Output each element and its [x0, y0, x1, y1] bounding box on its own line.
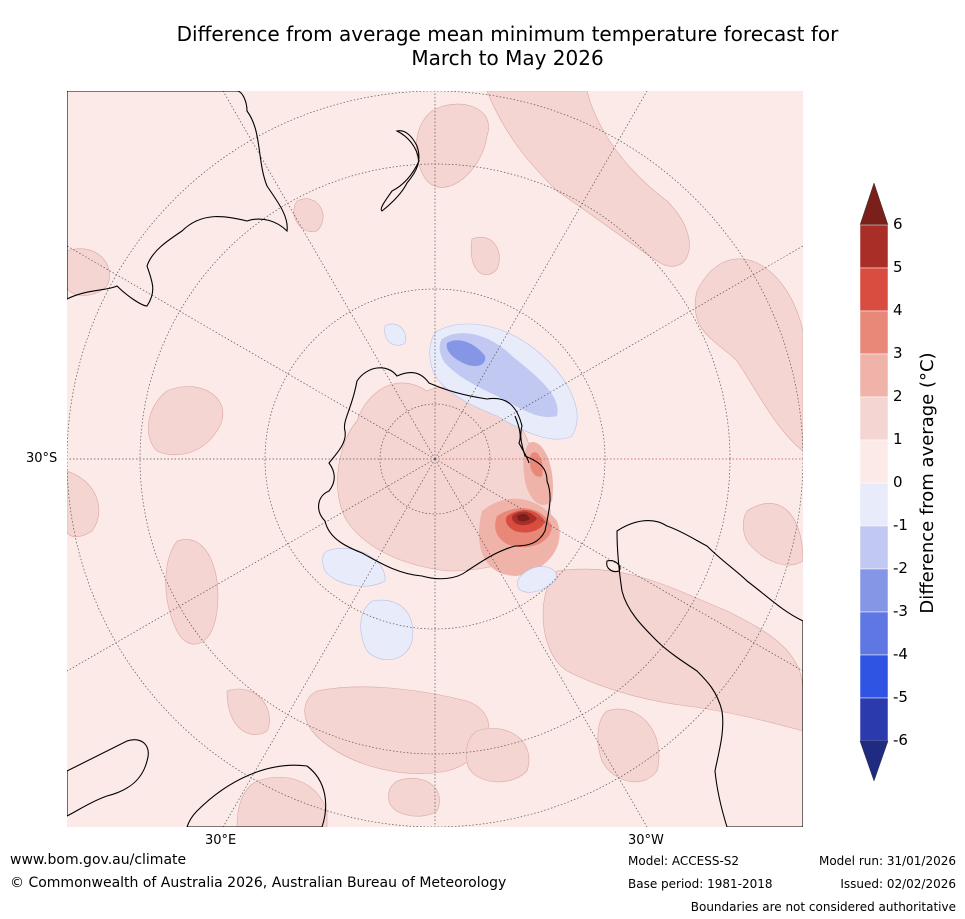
colorbar-extend-high: [859, 182, 889, 226]
colorbar-segment: [859, 568, 889, 613]
colorbar-segment: [859, 482, 889, 527]
anomaly-weddell-warm: [478, 441, 560, 576]
cbar-tick-label: 0: [893, 473, 903, 491]
graticule: [67, 91, 803, 827]
colorbar-segment: [859, 267, 889, 312]
colorbar-extend-low: [859, 740, 889, 782]
cbar-tick-label: 6: [893, 215, 903, 233]
cbar-tick-label: -3: [893, 602, 908, 620]
chart-title: Difference from average mean minimum tem…: [60, 22, 955, 70]
colorbar-segment: [859, 611, 889, 656]
colorbar-segment: [859, 525, 889, 570]
polar-map: [67, 91, 803, 827]
cbar-tick-label: 1: [893, 430, 903, 448]
colorbar-segment: [859, 697, 889, 742]
title-line-1: Difference from average mean minimum tem…: [176, 22, 839, 46]
cbar-tick-label: 3: [893, 344, 903, 362]
footer-model: Model: ACCESS-S2: [628, 854, 740, 868]
colorbar-segment: [859, 439, 889, 484]
colorbar-segment: [859, 396, 889, 441]
lon-label-30w: 30°W: [628, 833, 664, 848]
coast-africa: [67, 739, 149, 817]
cbar-tick-label: 4: [893, 301, 903, 319]
cbar-tick-label: 5: [893, 258, 903, 276]
coast-antarctica: [318, 367, 551, 580]
coast-australia: [67, 91, 288, 307]
coast-south-america: [616, 520, 803, 827]
lat-label-30s: 30°S: [26, 451, 58, 466]
footer-url[interactable]: www.bom.gov.au/climate: [10, 852, 187, 868]
colorbar-segment: [859, 654, 889, 699]
cbar-tick-label: -2: [893, 559, 908, 577]
lon-label-30e: 30°E: [205, 833, 237, 848]
colorbar-segment: [859, 353, 889, 398]
coastlines: [67, 91, 803, 827]
cbar-tick-label: -4: [893, 645, 908, 663]
coast-antarctic-peninsula: [514, 415, 530, 464]
cbar-tick-label: 2: [893, 387, 903, 405]
footer-base-period: Base period: 1981-2018: [628, 877, 773, 891]
footer-copyright: © Commonwealth of Australia 2026, Austra…: [10, 875, 507, 891]
coast-madagascar-africa-tip: [186, 764, 327, 827]
coast-falklands: [606, 560, 621, 573]
colorbar-segment: [859, 224, 889, 269]
coast-new-zealand: [380, 130, 420, 212]
colorbar-title: Difference from average (°C): [917, 352, 938, 614]
anomaly-cold-patches: [322, 323, 578, 660]
anomaly-plus1-patches: [67, 91, 803, 827]
cbar-tick-label: -6: [893, 731, 908, 749]
colorbar-segment: [859, 310, 889, 355]
title-line-2: March to May 2026: [411, 46, 604, 70]
cbar-tick-label: -5: [893, 688, 908, 706]
footer-issued: Issued: 02/02/2026: [840, 877, 956, 891]
footer-disclaimer: Boundaries are not considered authoritat…: [690, 900, 956, 914]
colorbar: [859, 182, 889, 782]
footer-model-run: Model run: 31/01/2026: [818, 854, 956, 868]
cbar-tick-label: -1: [893, 516, 908, 534]
